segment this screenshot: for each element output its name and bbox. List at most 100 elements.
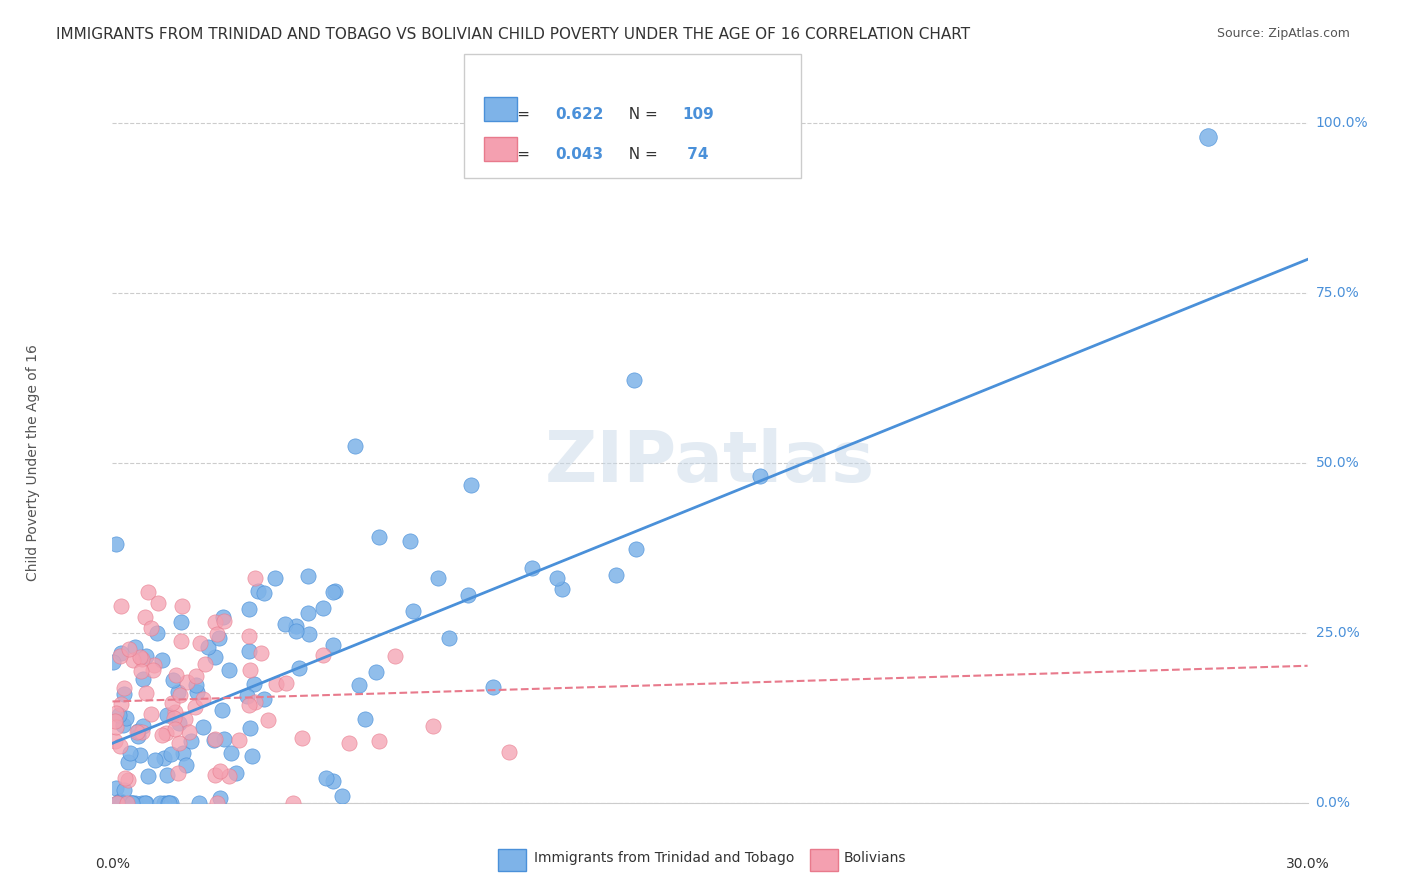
Point — [131, 796, 153, 810]
Point — [205, 796, 228, 810]
Point — [312, 601, 335, 615]
Point — [136, 769, 159, 783]
Point — [169, 688, 191, 702]
Point — [150, 728, 173, 742]
Point — [225, 766, 247, 780]
Point — [297, 606, 319, 620]
Point — [257, 713, 280, 727]
Point — [325, 584, 347, 599]
Point — [117, 755, 139, 769]
Point — [131, 652, 153, 666]
Point — [124, 640, 146, 654]
Point — [167, 685, 190, 699]
Point — [402, 604, 425, 618]
Point — [157, 796, 180, 810]
Point — [188, 796, 211, 810]
Point — [238, 629, 260, 643]
Point — [111, 718, 134, 732]
Point — [169, 615, 191, 629]
Point — [193, 720, 215, 734]
Point — [384, 649, 406, 664]
Point — [252, 692, 274, 706]
Point — [167, 715, 190, 730]
Point — [180, 734, 202, 748]
Point — [160, 747, 183, 761]
Point — [124, 796, 146, 810]
Point — [104, 734, 127, 748]
Point — [111, 796, 134, 810]
Point — [322, 773, 344, 788]
Point — [212, 615, 235, 629]
Point — [520, 561, 543, 575]
Point — [105, 796, 128, 810]
Text: R =: R = — [492, 107, 534, 122]
Point — [243, 677, 266, 691]
Point — [150, 653, 173, 667]
Point — [104, 781, 127, 796]
Point — [239, 663, 262, 677]
Point — [623, 373, 645, 387]
Point — [219, 746, 242, 760]
Point — [118, 642, 141, 657]
Text: 25.0%: 25.0% — [1316, 626, 1360, 640]
Point — [211, 703, 233, 717]
Point — [121, 796, 143, 810]
Point — [156, 708, 179, 723]
Point — [127, 729, 149, 743]
Point — [128, 649, 150, 664]
Point — [153, 796, 176, 810]
Point — [134, 610, 156, 624]
Point — [624, 541, 647, 556]
Point — [134, 796, 156, 810]
Point — [179, 724, 201, 739]
Point — [273, 617, 295, 632]
Point — [437, 631, 460, 645]
Point — [139, 706, 162, 721]
Point — [112, 782, 135, 797]
Text: 100.0%: 100.0% — [1316, 116, 1368, 130]
Point — [127, 724, 149, 739]
Point — [330, 789, 353, 803]
Text: R =: R = — [492, 147, 534, 162]
Point — [240, 748, 263, 763]
Point — [285, 619, 308, 633]
Point — [422, 719, 444, 733]
Point — [368, 531, 391, 545]
Point — [108, 794, 131, 808]
Point — [118, 746, 141, 760]
Point — [188, 636, 211, 650]
Point — [163, 710, 186, 724]
Point — [235, 690, 257, 704]
Point — [218, 769, 240, 783]
Point — [108, 707, 131, 722]
Text: 75.0%: 75.0% — [1316, 286, 1360, 300]
Point — [322, 585, 344, 599]
Point — [129, 664, 152, 678]
Point — [364, 665, 387, 679]
Text: 0.0%: 0.0% — [96, 857, 129, 871]
Text: IMMIGRANTS FROM TRINIDAD AND TOBAGO VS BOLIVIAN CHILD POVERTY UNDER THE AGE OF 1: IMMIGRANTS FROM TRINIDAD AND TOBAGO VS B… — [56, 27, 970, 42]
Text: N =: N = — [619, 107, 662, 122]
Point — [239, 722, 262, 736]
Point — [460, 477, 482, 491]
Point — [297, 569, 319, 583]
Point — [281, 796, 304, 810]
Point — [107, 796, 129, 810]
Point — [163, 722, 186, 736]
Text: ZIPatlas: ZIPatlas — [546, 428, 875, 498]
Point — [228, 732, 250, 747]
Point — [186, 669, 208, 683]
Point — [129, 748, 152, 763]
Point — [135, 686, 157, 700]
Point — [153, 751, 176, 765]
Point — [274, 675, 297, 690]
Point — [184, 678, 207, 692]
Point — [238, 644, 260, 658]
Point — [136, 585, 159, 599]
Point — [482, 680, 505, 694]
Point — [157, 796, 180, 810]
Point — [291, 731, 314, 745]
Point — [104, 706, 127, 721]
Point — [155, 726, 177, 740]
Point — [204, 615, 226, 629]
